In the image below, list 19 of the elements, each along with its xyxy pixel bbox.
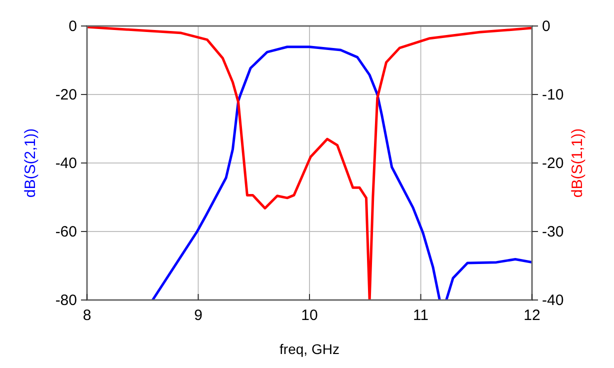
y-tick-label: -80 — [55, 292, 77, 309]
y2-tick-label: -30 — [542, 224, 564, 240]
y2-tick-label: 0 — [542, 18, 550, 35]
x-tick-label: 12 — [524, 307, 540, 324]
y2-tick-label: -20 — [542, 155, 564, 172]
y2-tick-label: -40 — [542, 292, 564, 309]
line-series — [87, 26, 532, 300]
y2-axis-title: dB(S(1,1)) — [569, 128, 586, 198]
x-tick-label: 10 — [301, 307, 318, 324]
y2-tick-label: -10 — [542, 86, 564, 104]
x-tick-label: 11 — [412, 307, 429, 324]
y-tick-label: -60 — [55, 224, 77, 240]
y-axis-title: dB(S(2,1)) — [22, 128, 39, 198]
x-tick-label: 9 — [194, 307, 202, 324]
y-tick-label: -20 — [55, 86, 77, 104]
y-tick-label: 0 — [68, 18, 77, 35]
x-tick-label: 8 — [82, 307, 92, 324]
y-tick-label: -40 — [55, 155, 77, 172]
x-axis-title: freq, GHz — [280, 341, 340, 357]
